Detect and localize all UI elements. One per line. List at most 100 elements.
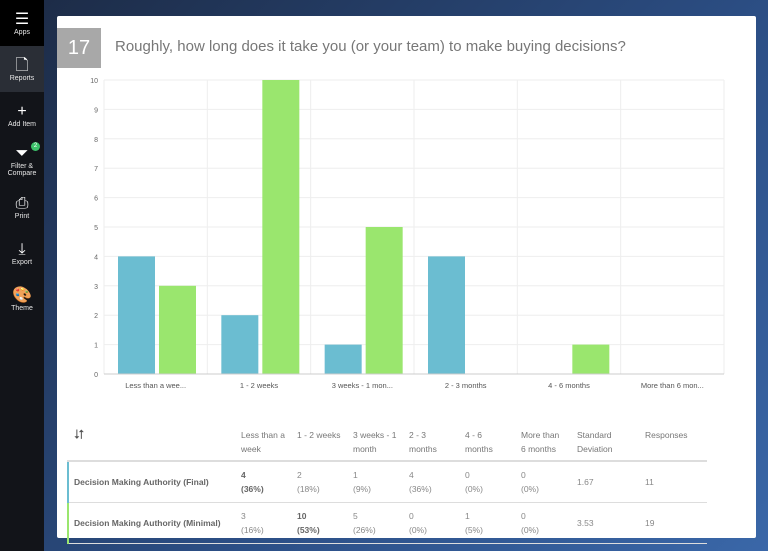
row-label: Decision Making Authority (Final) [67,461,235,503]
percent: (5%) [465,525,483,535]
count: 0 [521,470,526,480]
row-label: Decision Making Authority (Minimal) [67,502,235,544]
sidebar-item-label: Theme [11,304,33,312]
count: 0 [409,511,414,521]
bar [262,80,300,374]
std-dev: 1.67 [571,461,639,503]
cell: 1 (5%) [459,502,515,544]
percent: (0%) [521,525,539,535]
question-title: Roughly, how long does it take you (or y… [115,38,626,55]
bar [221,315,259,374]
std-dev: 3.53 [571,502,639,544]
count: 5 [353,511,358,521]
count: 2 [297,470,302,480]
responses: 19 [639,502,707,544]
column-header[interactable]: 3 weeks - 1 month [347,418,403,462]
y-tick-label: 1 [94,343,98,350]
count: 0 [521,511,526,521]
sidebar-item-reports[interactable]: 🗋 Reports [0,46,44,92]
export-icon: ⤓ [18,240,26,258]
cell: 2 (18%) [291,461,347,503]
column-header[interactable]: Less than a week [235,418,291,462]
bar [428,256,465,374]
cell: 4 (36%) [403,461,459,503]
responses: 11 [639,461,707,503]
column-header[interactable]: Responses [639,418,707,462]
y-tick-label: 0 [94,372,98,379]
cell: 5 (26%) [347,502,403,544]
printer-icon: ⎙ [15,194,29,212]
percent: (0%) [409,525,427,535]
palette-icon: 🎨 [12,286,32,304]
sidebar-item-label: Apps [14,28,30,36]
document-icon: 🗋 [15,56,29,74]
y-tick-label: 8 [94,137,98,144]
column-header[interactable]: More than 6 months [515,418,571,462]
count: 4 [241,470,246,480]
x-tick-label: More than 6 mon... [641,381,704,390]
swap-icon[interactable]: ⮃ [68,418,235,462]
sidebar-item-apps[interactable]: ☰ Apps [0,0,44,46]
sidebar-item-label: Reports [9,74,35,82]
bar [159,285,196,374]
x-tick-label: 3 weeks - 1 mon... [332,381,393,390]
filter-count-badge: 2 [31,142,40,151]
percent: (0%) [521,484,539,494]
count: 1 [353,470,358,480]
sidebar: ☰ Apps 🗋 Reports + Add Item ⏷ Filter & Compare 2… [0,0,44,551]
cell: 0 (0%) [515,461,571,503]
y-tick-label: 6 [94,196,98,203]
bar-chart: 0 1 2 3 4 5 6 7 8 9 10 Less than a wee... 1 - 2 week… [90,78,725,390]
y-tick-label: 5 [94,225,98,232]
y-tick-label: 9 [94,107,98,114]
y-tick-label: 2 [94,313,98,320]
column-header[interactable]: Standard Deviation [571,418,639,462]
table-row: Decision Making Authority (Minimal) 3 (16%… [67,502,707,544]
bar [324,344,362,374]
count: 0 [465,470,470,480]
percent: (26%) [353,525,376,535]
cell: 0 (0%) [403,502,459,544]
bar [118,256,155,374]
sidebar-item-label: Print [14,212,30,220]
y-tick-label: 4 [94,254,98,261]
column-header[interactable]: 1 - 2 weeks [291,418,347,462]
count: 4 [409,470,414,480]
filter-icon: ⏷ [15,145,29,162]
column-header[interactable]: 4 - 6 months [459,418,515,462]
cell: 4 (36%) [235,461,291,503]
percent: (16%) [241,525,264,535]
y-tick-label: 10 [90,78,98,85]
sidebar-item-export[interactable]: ⤓ Export [0,230,44,276]
question-number: 17 [57,28,101,68]
percent: (36%) [241,484,264,494]
cell: 0 (0%) [515,502,571,544]
count: 10 [297,511,307,521]
bar [365,227,403,374]
sidebar-item-filter-compare[interactable]: ⏷ Filter & Compare 2 [0,138,44,184]
y-tick-label: 7 [94,166,98,173]
list-icon: ☰ [14,10,30,28]
cell: 1 (9%) [347,461,403,503]
x-tick-label: Less than a wee... [125,381,186,390]
plus-icon: + [17,102,27,120]
sidebar-item-label: Filter & Compare [7,163,37,177]
sidebar-item-label: Export [11,258,33,266]
question-card: 17 Roughly, how long does it take you (o… [57,16,756,544]
column-header[interactable]: 2 - 3 months [403,418,459,462]
cell: 0 (0%) [459,461,515,503]
sidebar-item-theme[interactable]: 🎨 Theme [0,276,44,322]
y-tick-label: 3 [94,284,98,291]
sidebar-item-add-item[interactable]: + Add Item [0,92,44,138]
percent: (9%) [353,484,371,494]
count: 3 [241,511,246,521]
percent: (18%) [297,484,320,494]
sidebar-item-print[interactable]: ⎙ Print [0,184,44,230]
results-table: ⮃ Less than a week 1 - 2 weeks 3 weeks - 1 … [67,418,707,544]
count: 1 [465,511,470,521]
percent: (0%) [465,484,483,494]
x-tick-label: 2 - 3 months [445,381,487,390]
table-row: Decision Making Authority (Final) 4 (36%) 2… [67,461,707,503]
x-tick-label: 1 - 2 weeks [240,381,279,390]
cell: 10 (53%) [291,502,347,544]
